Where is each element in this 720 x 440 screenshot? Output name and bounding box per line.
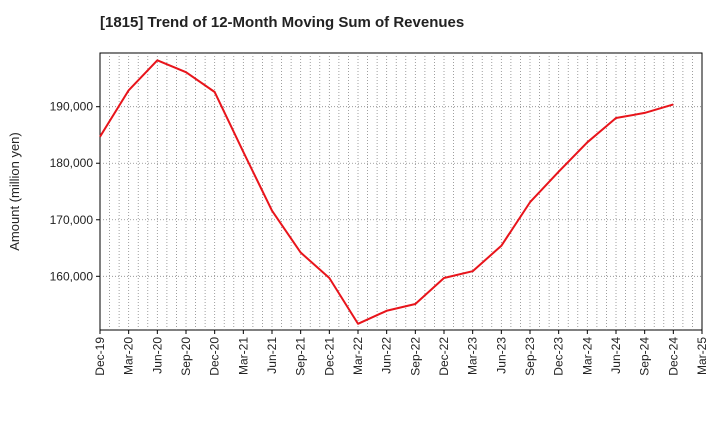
- x-tick-label: Mar-20: [122, 337, 136, 375]
- x-tick-label: Dec-23: [552, 337, 566, 376]
- x-tick-label: Jun-21: [265, 337, 279, 374]
- x-tick-label: Jun-22: [380, 337, 394, 374]
- x-tick-label: Mar-24: [580, 337, 594, 375]
- x-tick-label: Dec-20: [208, 337, 222, 376]
- x-tick-label: Jun-24: [609, 337, 623, 374]
- x-tick-label: Dec-24: [666, 337, 680, 376]
- y-tick-label: 190,000: [50, 100, 94, 114]
- chart-title: [1815] Trend of 12-Month Moving Sum of R…: [100, 14, 465, 31]
- x-tick-label: Sep-23: [523, 337, 537, 376]
- x-tick-label: Mar-23: [466, 337, 480, 375]
- y-tick-labels: 160,000 170,000 180,000 190,000: [50, 100, 100, 283]
- series-layer: [99, 59, 674, 325]
- plot-area: [99, 52, 703, 331]
- y-tick-label: 160,000: [50, 269, 94, 283]
- y-tick-label: 180,000: [50, 156, 94, 170]
- y-axis-title: Amount (million yen): [7, 132, 22, 251]
- x-tick-label: Mar-22: [351, 337, 365, 375]
- x-tick-label: Jun-23: [494, 337, 508, 374]
- x-tick-label: Dec-22: [437, 337, 451, 376]
- grid-lines: [100, 53, 702, 330]
- x-tick-label: Sep-24: [638, 337, 652, 376]
- x-tick-labels: Dec-19 Mar-20 Jun-20 Sep-20 Dec-20 Mar-21 Jun-…: [93, 330, 709, 376]
- x-tick-label: Mar-25: [695, 337, 709, 375]
- x-tick-label: Sep-22: [408, 337, 422, 376]
- x-tick-label: Dec-21: [322, 337, 336, 376]
- x-tick-label: Sep-20: [179, 337, 193, 376]
- x-tick-label: Jun-20: [150, 337, 164, 374]
- x-tick-label: Sep-21: [294, 337, 308, 376]
- x-tick-label: Mar-21: [236, 337, 250, 375]
- y-tick-label: 170,000: [50, 213, 94, 227]
- x-tick-label: Dec-19: [93, 337, 107, 376]
